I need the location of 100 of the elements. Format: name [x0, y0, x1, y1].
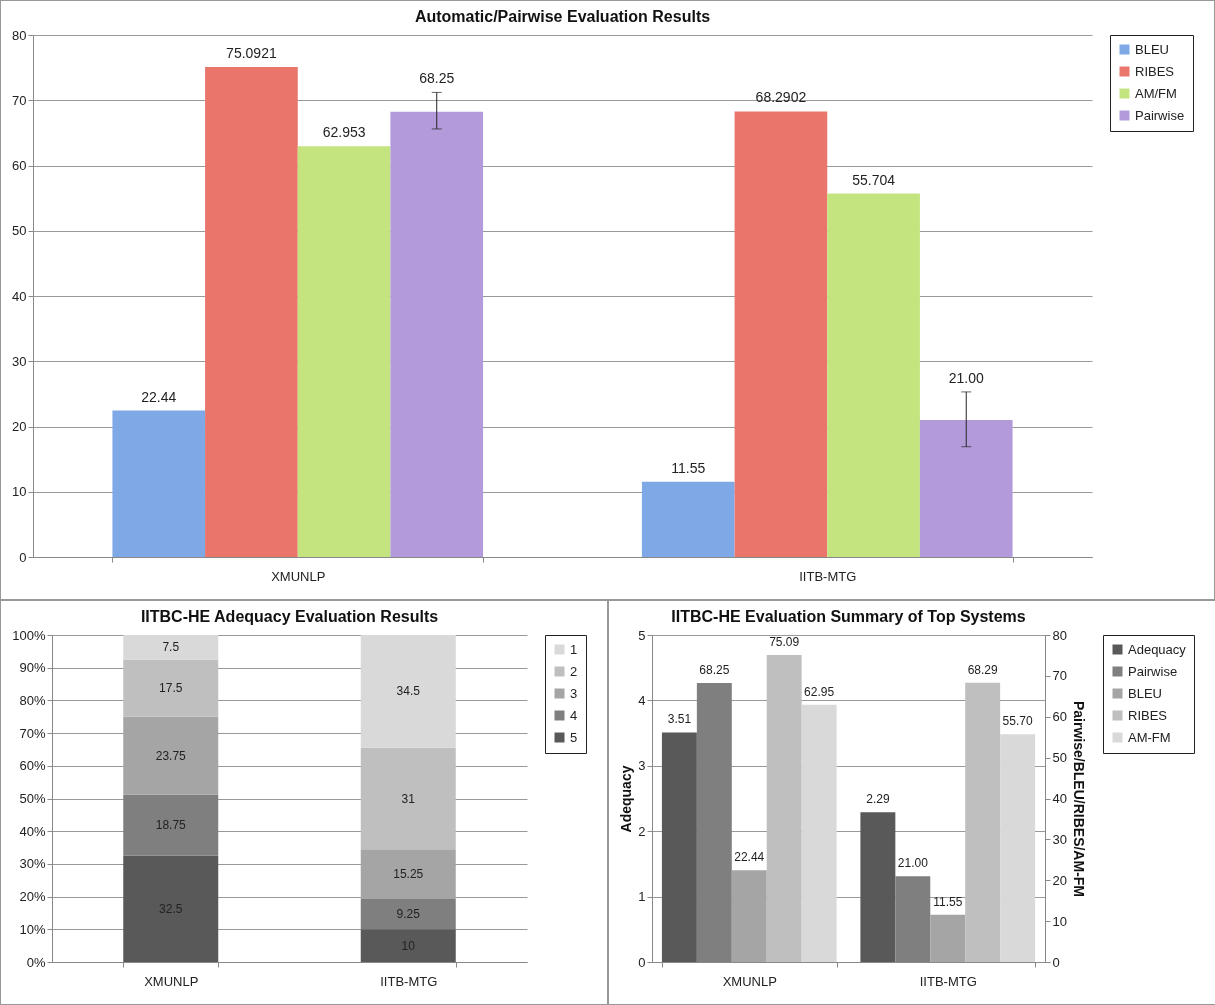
bar	[123, 855, 219, 962]
data-label: 34.5	[396, 684, 421, 699]
data-label: 11.55	[933, 894, 963, 909]
legend-label: 4	[570, 707, 578, 723]
bar	[734, 111, 828, 557]
y2-tick-label: 60	[1052, 709, 1067, 725]
data-label: 21.00	[897, 856, 929, 871]
y2-tick-label: 0	[1052, 954, 1060, 970]
data-label: 2.29	[866, 792, 890, 807]
legend-label: BLEU	[1128, 685, 1162, 701]
data-label: 17.5	[159, 681, 183, 696]
y-tick-label: 0	[19, 549, 27, 565]
legend-label: 1	[570, 641, 578, 657]
bar	[360, 747, 456, 850]
bar	[112, 410, 206, 557]
data-label: 7.5	[162, 640, 180, 655]
bar	[766, 655, 802, 962]
y-tick-label: 5	[638, 627, 646, 643]
bar	[1000, 734, 1036, 962]
y-tick-label: 10%	[19, 921, 46, 937]
y-tick-label: 4	[638, 692, 646, 708]
x-tick-label: IITB-MTG	[380, 973, 438, 989]
bar	[919, 419, 1013, 557]
y2-tick-label: 50	[1052, 750, 1067, 766]
bar	[360, 899, 456, 930]
chart-title: IITBC-HE Evaluation Summary of Top Systems	[671, 608, 1026, 625]
y-tick-label: 80%	[19, 692, 46, 708]
y-tick-label: 60%	[19, 758, 46, 774]
y-tick-label: 30%	[19, 856, 46, 872]
bar	[205, 67, 298, 557]
data-label: 31	[401, 791, 416, 806]
y2-tick-label: 70	[1052, 668, 1067, 684]
y-tick-label: 60	[12, 158, 27, 173]
data-label: 21.00	[948, 369, 984, 386]
data-label: 75.0921	[226, 45, 277, 62]
y-tick-label: 50	[12, 223, 27, 239]
data-label: 55.70	[1002, 714, 1033, 729]
data-label: 9.25	[396, 907, 421, 922]
y-tick-label: 80	[12, 27, 27, 43]
data-label: 68.25	[699, 663, 730, 678]
data-label: 62.95	[804, 684, 835, 699]
data-label: 22.44	[141, 388, 177, 405]
legend-label: AM/FM	[1135, 85, 1177, 101]
data-label: 15.25	[393, 867, 424, 882]
legend-label: RIBES	[1128, 707, 1168, 723]
bar	[965, 682, 1001, 962]
bar	[360, 929, 456, 962]
data-label: 32.5	[159, 901, 183, 916]
x-tick-label: IITB-MTG	[919, 973, 977, 989]
y-tick-label: 30	[12, 353, 27, 369]
data-label: 11.55	[671, 459, 706, 476]
data-label: 55.704	[852, 171, 896, 188]
y-tick-label: 90%	[19, 660, 46, 676]
legend-label: 2	[570, 663, 578, 679]
legend-label: AM-FM	[1128, 729, 1171, 745]
y-tick-label: 20%	[19, 889, 46, 905]
y-tick-label: 40%	[19, 823, 46, 839]
y2-axis-title: Pairwise/BLEU/RIBES/AM-FM	[1070, 700, 1087, 898]
y-tick-label: 0%	[26, 954, 46, 970]
data-label: 22.44	[734, 850, 765, 865]
legend-label: BLEU	[1135, 41, 1169, 57]
bar	[641, 481, 735, 557]
y-tick-label: 2	[638, 823, 646, 839]
data-label: 68.29	[967, 662, 999, 677]
legend-label: 5	[570, 729, 578, 745]
data-label: 18.75	[155, 818, 187, 833]
y2-tick-label: 80	[1052, 627, 1067, 643]
legend-label: Pairwise	[1135, 107, 1185, 123]
bar	[123, 659, 219, 717]
y2-tick-label: 20	[1052, 872, 1067, 888]
bar	[801, 704, 837, 962]
bar	[123, 794, 219, 856]
bar	[930, 914, 966, 962]
data-label: 62.953	[322, 124, 366, 141]
data-label: 23.75	[155, 748, 187, 763]
data-label: 3.51	[667, 712, 692, 727]
data-label: 68.2902	[755, 89, 807, 106]
y-tick-label: 0	[638, 954, 646, 970]
x-tick-label: XMUNLP	[144, 973, 199, 989]
y-tick-label: 20	[12, 419, 27, 434]
data-label: 75.09	[769, 635, 800, 650]
data-label: 68.25	[419, 70, 455, 87]
y2-tick-label: 30	[1052, 831, 1067, 847]
bar	[123, 635, 219, 660]
x-tick-label: XMUNLP	[271, 568, 326, 584]
y-tick-label: 3	[638, 758, 646, 774]
legend-label: Adequacy	[1128, 641, 1187, 657]
y-tick-label: 100%	[12, 627, 46, 643]
bar	[390, 111, 484, 557]
legend-label: 3	[570, 685, 578, 701]
x-tick-label: IITB-MTG	[799, 568, 857, 584]
y-tick-label: 70%	[19, 725, 46, 741]
y2-tick-label: 40	[1052, 791, 1067, 806]
chart-title: IITBC-HE Adequacy Evaluation Results	[140, 608, 439, 625]
legend-label: Pairwise	[1128, 663, 1178, 679]
y-tick-label: 50%	[19, 791, 46, 806]
legend-label: RIBES	[1135, 63, 1175, 79]
bar	[360, 635, 456, 748]
bar	[731, 870, 767, 962]
bar	[297, 146, 391, 557]
